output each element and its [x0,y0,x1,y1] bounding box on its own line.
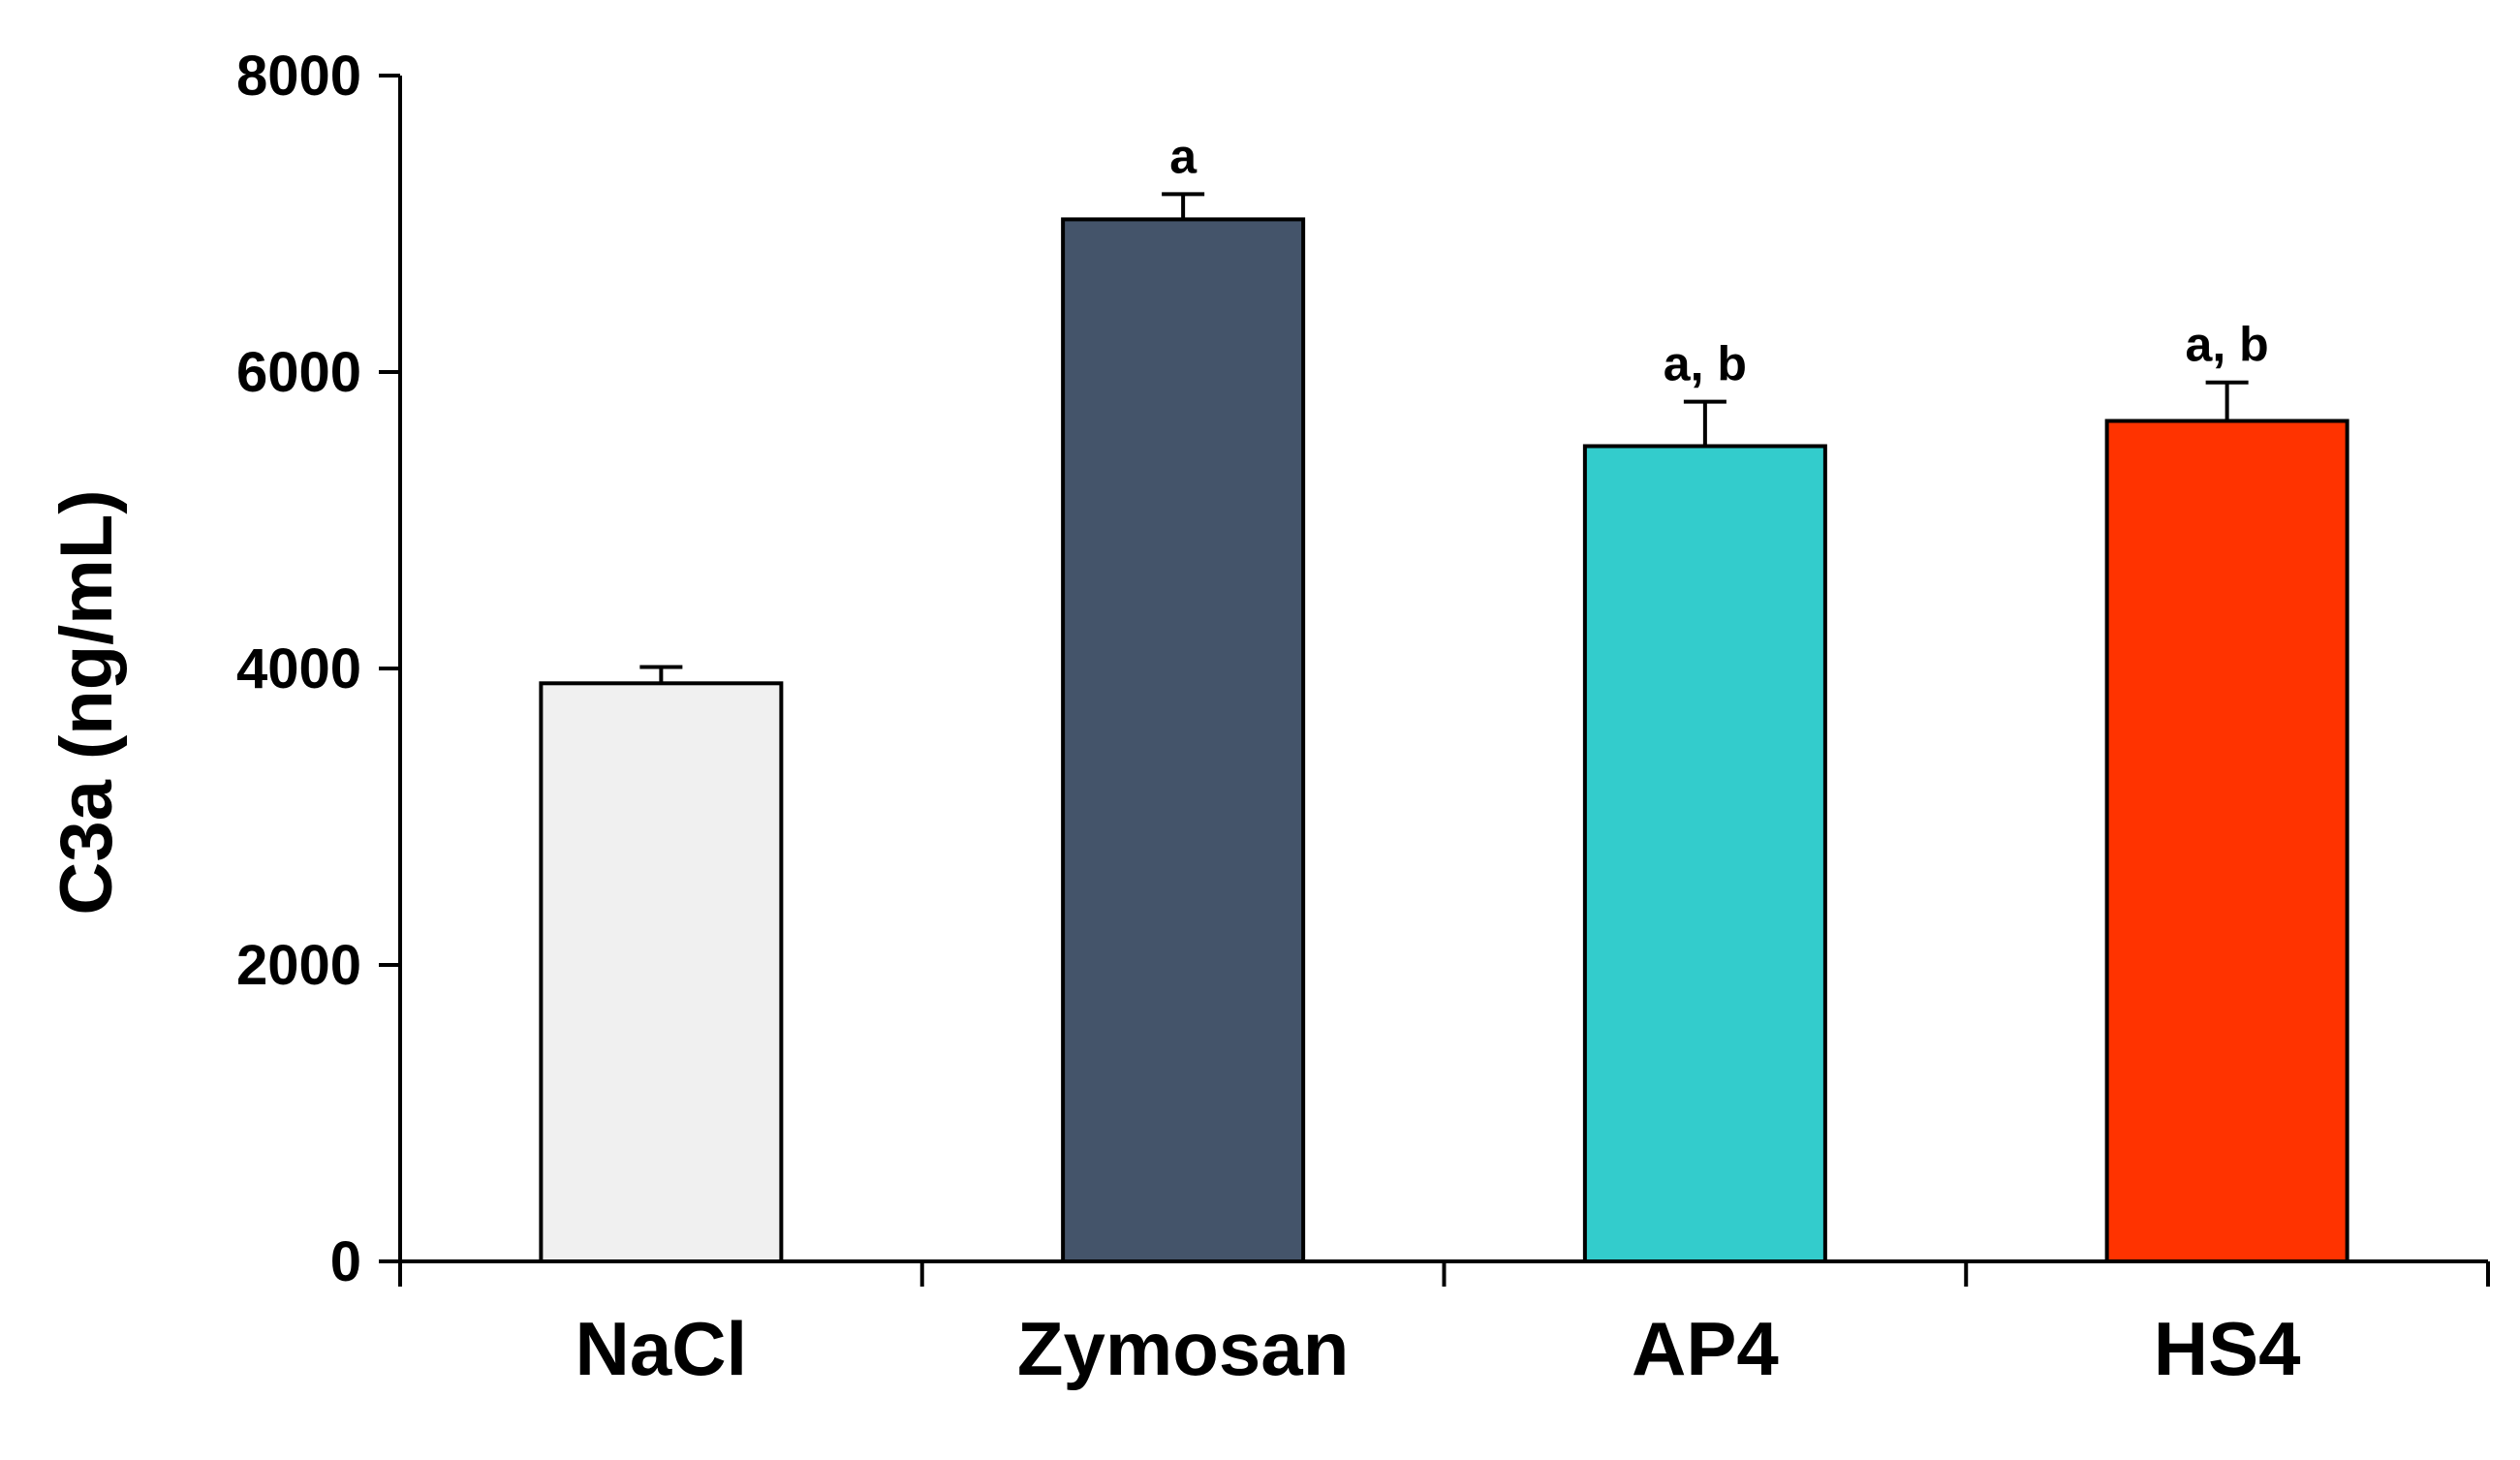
y-tick-label: 0 [330,1230,361,1293]
significance-label-hs4: a, b [2186,318,2269,372]
y-tick-label: 6000 [236,341,361,404]
labels: 0 2000 4000 6000 8000 NaCl a Zymosan a, b AP4 a, b… [236,45,2301,1391]
y-axis-title: C3a (ng/mL) [46,489,128,915]
bar-hs4 [2104,419,2349,1263]
y-tick-label: 4000 [236,637,361,700]
bar-zymosan [1061,217,1306,1263]
significance-label-zymosan: a [1169,129,1198,183]
x-tick-label-zymosan: Zymosan [1017,1306,1349,1391]
y-tick-label: 8000 [236,45,361,108]
bars [539,192,2349,1263]
x-tick-label-nacl: NaCl [576,1306,748,1391]
x-tick-label-hs4: HS4 [2154,1306,2301,1391]
bar-nacl [539,681,784,1263]
significance-label-ap4: a, b [1664,337,1747,391]
x-tick-label-ap4: AP4 [1632,1306,1779,1391]
y-tick-label: 2000 [236,934,361,997]
bar-ap4 [1582,444,1827,1263]
